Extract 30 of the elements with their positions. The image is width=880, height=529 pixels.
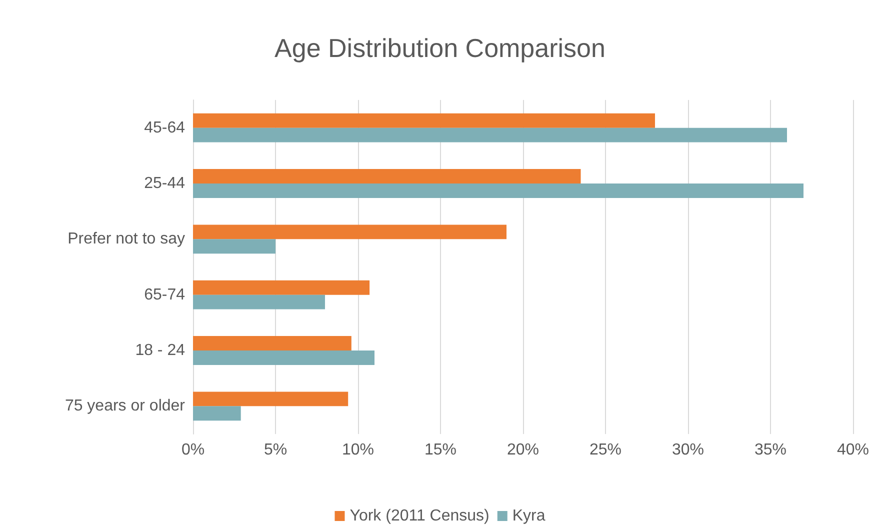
y-tick-label: 75 years or older bbox=[64, 398, 186, 415]
bar bbox=[193, 184, 804, 198]
bar bbox=[193, 294, 325, 310]
x-tick-label: 35% bbox=[754, 442, 787, 458]
x-tick-label: 30% bbox=[672, 442, 704, 458]
chart-title: Age Distribution Comparison bbox=[274, 33, 606, 63]
bar bbox=[193, 336, 352, 350]
x-tick-label: 20% bbox=[506, 442, 540, 458]
bar bbox=[193, 392, 348, 406]
bar bbox=[193, 406, 241, 421]
bar bbox=[193, 224, 506, 240]
x-tick-label: 5% bbox=[264, 442, 288, 458]
y-tick-label: 45-64 bbox=[144, 119, 186, 136]
bar bbox=[193, 128, 787, 142]
y-tick-label: 25-44 bbox=[144, 175, 186, 192]
bar bbox=[193, 280, 370, 295]
x-tick-label: 25% bbox=[589, 442, 622, 458]
x-tick-label: 10% bbox=[342, 442, 374, 458]
bar bbox=[193, 239, 276, 254]
x-tick-label: 40% bbox=[836, 442, 870, 458]
bar bbox=[193, 169, 581, 184]
bar bbox=[193, 350, 374, 365]
x-tick-label: 15% bbox=[424, 442, 457, 458]
bar bbox=[193, 113, 655, 128]
y-tick-label: 65-74 bbox=[144, 286, 186, 304]
legend-label: York (2011 Census) bbox=[350, 508, 490, 524]
y-tick-label: Prefer not to say bbox=[68, 230, 185, 248]
x-tick-label: 0% bbox=[181, 442, 205, 458]
y-tick-label: 18 - 24 bbox=[135, 342, 186, 359]
legend-label: Kyra bbox=[512, 508, 546, 524]
